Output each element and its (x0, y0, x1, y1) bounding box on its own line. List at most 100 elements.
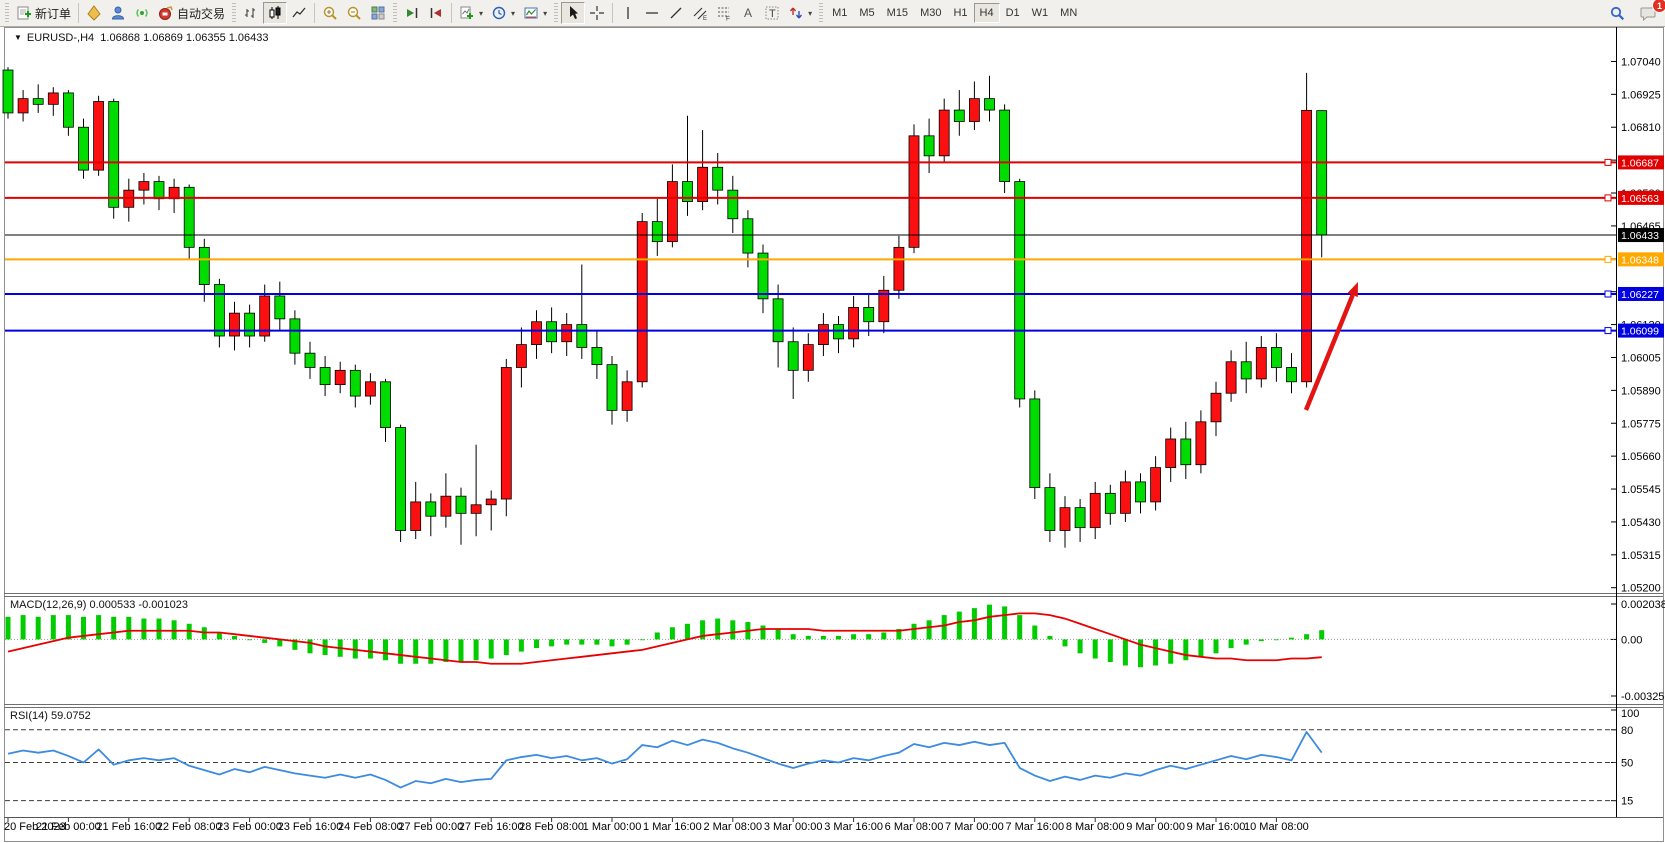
zoom-in-button[interactable] (318, 2, 342, 24)
candle-body (606, 364, 618, 411)
toolbar-grip[interactable] (554, 3, 559, 23)
candle-body (470, 504, 482, 514)
price-axis-tick-label: 1.05545 (1621, 484, 1661, 496)
templates-button[interactable]: ▾ (519, 2, 551, 24)
dropdown-arrow-icon[interactable]: ▾ (479, 8, 484, 18)
new-order-button[interactable]: 新订单 (12, 2, 75, 24)
text-button[interactable]: A (736, 2, 760, 24)
price-tag-label: 1.06099 (1621, 326, 1659, 338)
signals-button[interactable] (130, 2, 154, 24)
time-axis-label: 24 Feb 08:00 (338, 821, 403, 833)
candle-body (1240, 361, 1252, 380)
toolbar-grip[interactable] (232, 3, 237, 23)
toolbar-grip[interactable] (5, 3, 9, 23)
candle-body (2, 69, 14, 114)
timeframe-button-M1[interactable]: M1 (832, 7, 848, 19)
macd-histogram-bar (805, 635, 811, 640)
arrow-annotation-head[interactable] (1347, 282, 1358, 298)
macd-histogram-bar (1228, 639, 1234, 649)
candle-body (1014, 181, 1026, 400)
toolbar-grip[interactable] (393, 3, 398, 23)
macd-histogram-bar (594, 639, 600, 645)
line-anchor-handle[interactable] (1604, 327, 1612, 335)
candle-body (259, 295, 271, 337)
arrow-annotation[interactable] (1303, 294, 1355, 411)
cursor-icon (570, 6, 579, 19)
tile-windows-button[interactable] (366, 2, 390, 24)
candle-body (198, 246, 210, 285)
vertical-line-button[interactable] (616, 2, 640, 24)
macd-axis-label: 0.002038 (1621, 599, 1665, 611)
price-axis-tick-label: 1.05430 (1621, 517, 1661, 529)
macd-histogram-bar (232, 635, 237, 640)
zoom-in-icon (323, 6, 337, 20)
timeframe-button-M5[interactable]: M5 (859, 7, 875, 19)
macd-histogram-bar (1077, 639, 1083, 654)
periods-button[interactable]: ▾ (487, 2, 519, 24)
notifications-button[interactable]: 1 (1636, 0, 1665, 24)
time-axis-label: 8 Mar 08:00 (1066, 821, 1125, 833)
dropdown-arrow-icon[interactable]: ▾ (808, 8, 813, 18)
indicators-button[interactable]: ▾ (455, 2, 487, 24)
timeframe-button-MN[interactable]: MN (1060, 7, 1078, 19)
candle-body (953, 109, 965, 122)
equidistant-channel-button[interactable]: E (688, 2, 712, 24)
line-anchor-handle[interactable] (1604, 255, 1612, 263)
time-axis-label: 23 Feb 00:00 (217, 821, 282, 833)
vertical-line-icon (627, 7, 629, 19)
cursor-button[interactable] (561, 2, 586, 24)
price-axis-tick-label: 1.05775 (1621, 418, 1661, 430)
arrows-tool-button[interactable]: ▾ (784, 2, 816, 24)
time-axis-label: 6 Mar 08:00 (885, 821, 944, 833)
crosshair-button[interactable] (585, 2, 609, 24)
auto-scroll-button[interactable] (400, 2, 424, 24)
line-anchor-handle[interactable] (1604, 158, 1612, 166)
macd-histogram-bar (367, 639, 373, 659)
fibonacci-button[interactable]: F (712, 2, 736, 24)
bar-chart-button[interactable] (239, 2, 263, 24)
timeframe-button-D1[interactable]: D1 (1005, 7, 1020, 19)
svg-text:E: E (703, 16, 707, 21)
styles-button[interactable] (82, 2, 106, 24)
price-tag (1618, 286, 1664, 301)
timeframe-button-H1[interactable]: H1 (953, 7, 968, 19)
timeframe-button-M15[interactable]: M15 (886, 7, 909, 19)
macd-histogram-bar (881, 632, 887, 640)
trendline-button[interactable] (664, 2, 688, 24)
candle-body (787, 341, 799, 371)
candlestick-chart-button[interactable] (263, 2, 288, 24)
line-chart-button[interactable] (287, 2, 311, 24)
time-axis-label: 23 Feb 16:00 (278, 821, 343, 833)
macd-histogram-bar (564, 639, 570, 645)
line-anchor-handle[interactable] (1604, 290, 1612, 298)
candle-body (17, 98, 29, 114)
macd-histogram-bar (1319, 630, 1325, 640)
timeframe-button-W1[interactable]: W1 (1031, 7, 1049, 19)
candle-body (289, 318, 301, 354)
candles-layer (2, 67, 1328, 548)
search-button[interactable] (1605, 2, 1630, 24)
zoom-out-button[interactable] (342, 2, 366, 24)
chart-window-border (4, 27, 1664, 842)
macd-histogram-bar (790, 634, 796, 640)
dropdown-arrow-icon[interactable]: ▾ (511, 8, 516, 18)
timeframe-button-M30[interactable]: M30 (920, 7, 942, 19)
chart-shift-button[interactable] (424, 2, 448, 24)
line-anchor-handle[interactable] (1604, 194, 1612, 202)
macd-histogram-bar (1289, 637, 1294, 640)
time-axis-label: 28 Feb 08:00 (519, 821, 584, 833)
text-label-button[interactable]: T (760, 2, 784, 24)
candle-body (757, 252, 769, 300)
macd-histogram-bar (292, 639, 298, 650)
price-tag (1618, 190, 1664, 205)
toolbar-grip[interactable] (819, 3, 824, 23)
expert-advisors-button[interactable] (106, 2, 130, 24)
macd-histogram-bar (836, 635, 841, 640)
dropdown-arrow-icon[interactable]: ▾ (543, 8, 548, 18)
horizontal-line-button[interactable] (640, 2, 664, 24)
auto-trading-button[interactable]: 自动交易 (154, 2, 229, 24)
candle-body (1074, 507, 1086, 529)
timeframe-button-H4[interactable]: H4 (973, 3, 1000, 23)
